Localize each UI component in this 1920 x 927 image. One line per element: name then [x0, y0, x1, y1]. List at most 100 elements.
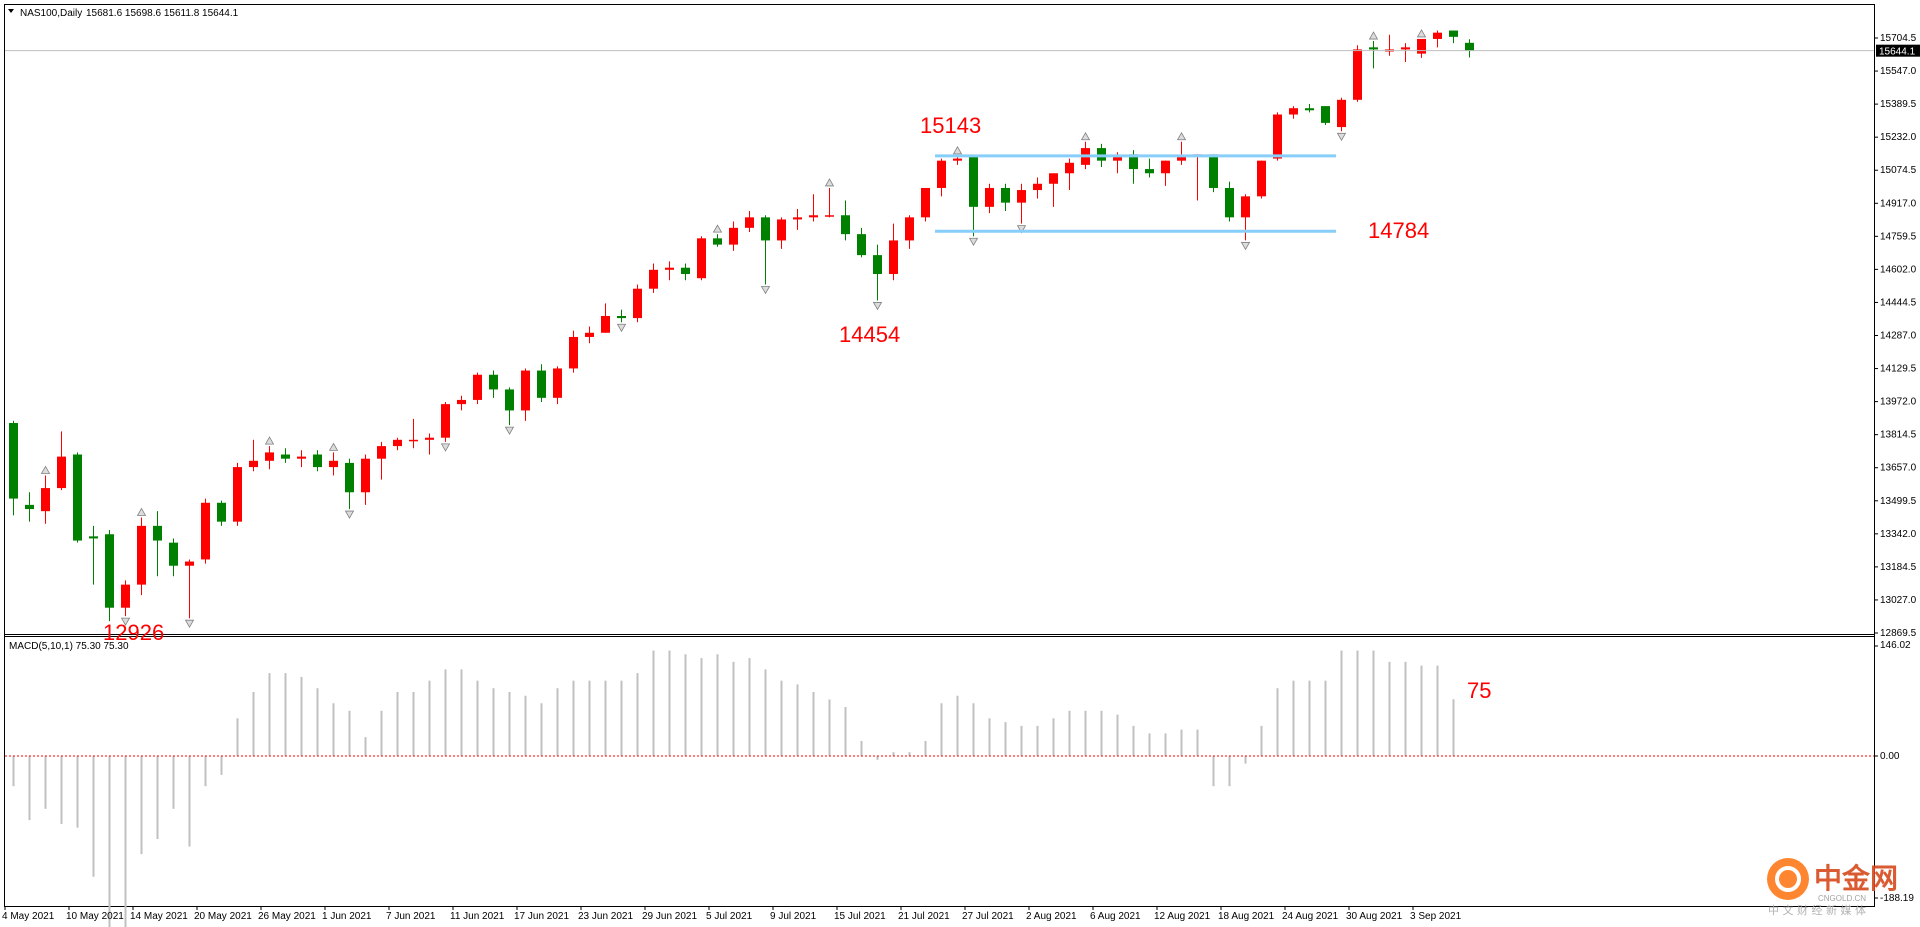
- price-tick-label: 13184.5: [1880, 562, 1917, 573]
- candle: [1049, 173, 1058, 207]
- candle-body: [1401, 47, 1410, 50]
- candle-body: [585, 332, 594, 337]
- candle: [457, 395, 466, 411]
- candle: [1353, 45, 1362, 102]
- time-tick-label: 11 Jun 2021: [450, 911, 505, 922]
- fractal-down-icon: [120, 617, 131, 626]
- candle: [1161, 160, 1170, 186]
- candle-body: [1241, 196, 1250, 218]
- time-tick-label: 15 Jul 2021: [834, 911, 886, 922]
- candle-body: [617, 315, 626, 319]
- candle-body: [1417, 38, 1426, 54]
- candle: [249, 439, 258, 472]
- candle-body: [1145, 169, 1154, 174]
- time-tick-label: 30 Aug 2021: [1346, 911, 1403, 922]
- macd-tick-zero: 0.00: [1880, 751, 1900, 762]
- price-tick-label: 13814.5: [1880, 430, 1917, 441]
- current-price-value: 15644.1: [1879, 47, 1916, 58]
- candle: [505, 387, 514, 426]
- candle: [1417, 38, 1426, 58]
- candle: [57, 431, 66, 491]
- symbol-label: NAS100,Daily: [20, 8, 82, 19]
- candle-body: [777, 219, 786, 241]
- time-tick-label: 6 Aug 2021: [1090, 911, 1141, 922]
- candle: [1321, 106, 1330, 125]
- fractal-up-icon: [1416, 29, 1427, 38]
- candle: [713, 234, 722, 247]
- price-tick-label: 13027.0: [1880, 595, 1917, 606]
- candle-body: [793, 217, 802, 220]
- price-tick-label: 15389.5: [1880, 99, 1917, 110]
- time-tick-label: 9 Jul 2021: [770, 911, 817, 922]
- candle-body: [1033, 183, 1042, 191]
- candle: [873, 244, 882, 301]
- logo-ring-icon: [1775, 866, 1801, 892]
- candle-body: [1113, 156, 1122, 161]
- candle: [985, 183, 994, 214]
- candle-body: [729, 227, 738, 245]
- candle-body: [873, 255, 882, 275]
- time-tick-label: 26 May 2021: [258, 911, 316, 922]
- fractal-down-icon: [504, 426, 515, 435]
- time-tick-label: 7 Jun 2021: [386, 911, 436, 922]
- candle-body: [153, 525, 162, 541]
- candle: [233, 462, 242, 526]
- candle-body: [649, 269, 658, 289]
- time-tick-label: 17 Jun 2021: [514, 911, 569, 922]
- candle: [1001, 183, 1010, 212]
- candle-body: [633, 288, 642, 319]
- candle: [1305, 104, 1314, 113]
- fractal-up-icon: [40, 465, 51, 474]
- candle-body: [297, 456, 306, 459]
- candle-body: [121, 584, 130, 608]
- candle: [953, 155, 962, 165]
- candle-body: [41, 488, 50, 512]
- macd-histogram: [12, 650, 1455, 927]
- candle-body: [457, 399, 466, 405]
- candle: [361, 454, 370, 505]
- candle: [537, 364, 546, 403]
- candle: [201, 498, 210, 564]
- candle: [729, 221, 738, 251]
- candle: [1257, 160, 1266, 199]
- candle-body: [1289, 108, 1298, 115]
- dropdown-triangle-icon[interactable]: [8, 9, 14, 13]
- candle-body: [105, 534, 114, 608]
- candle-body: [1321, 106, 1330, 123]
- price-tick-label: 13342.0: [1880, 529, 1917, 540]
- time-tick-label: 29 Jun 2021: [642, 911, 697, 922]
- candle: [345, 458, 354, 510]
- candle-body: [1353, 49, 1362, 100]
- candle: [921, 187, 930, 222]
- candlestick-series: [9, 30, 1474, 622]
- price-tick-label: 15704.5: [1880, 33, 1917, 44]
- candle: [521, 368, 530, 421]
- macd-tick-min: -188.19: [1880, 893, 1914, 904]
- candle: [649, 263, 658, 293]
- candle-body: [761, 217, 770, 241]
- macd-annotation: 75: [1467, 678, 1491, 703]
- candle: [1449, 30, 1458, 44]
- candle-body: [665, 267, 674, 270]
- candle: [1465, 39, 1474, 58]
- fractal-down-icon: [1016, 225, 1027, 234]
- watermark-brand: 中金网: [1814, 862, 1898, 895]
- fractal-up-icon: [328, 442, 339, 451]
- fractal-up-icon: [1176, 131, 1187, 141]
- candle-body: [1257, 160, 1266, 197]
- macd-label: MACD(5,10,1) 75.30 75.30: [9, 641, 129, 652]
- candle-body: [537, 370, 546, 398]
- candle-body: [601, 315, 610, 333]
- fractal-up-icon: [712, 224, 723, 233]
- price-tick-label: 14287.0: [1880, 331, 1917, 342]
- time-tick-label: 14 May 2021: [130, 911, 188, 922]
- candle: [377, 441, 386, 480]
- time-tick-label: 5 Jul 2021: [706, 911, 753, 922]
- candle: [1401, 43, 1410, 63]
- candle: [665, 261, 674, 281]
- candle-body: [505, 389, 514, 411]
- low-annotation: 14454: [839, 322, 900, 347]
- price-tick-label: 13972.0: [1880, 397, 1917, 408]
- candle: [969, 155, 978, 237]
